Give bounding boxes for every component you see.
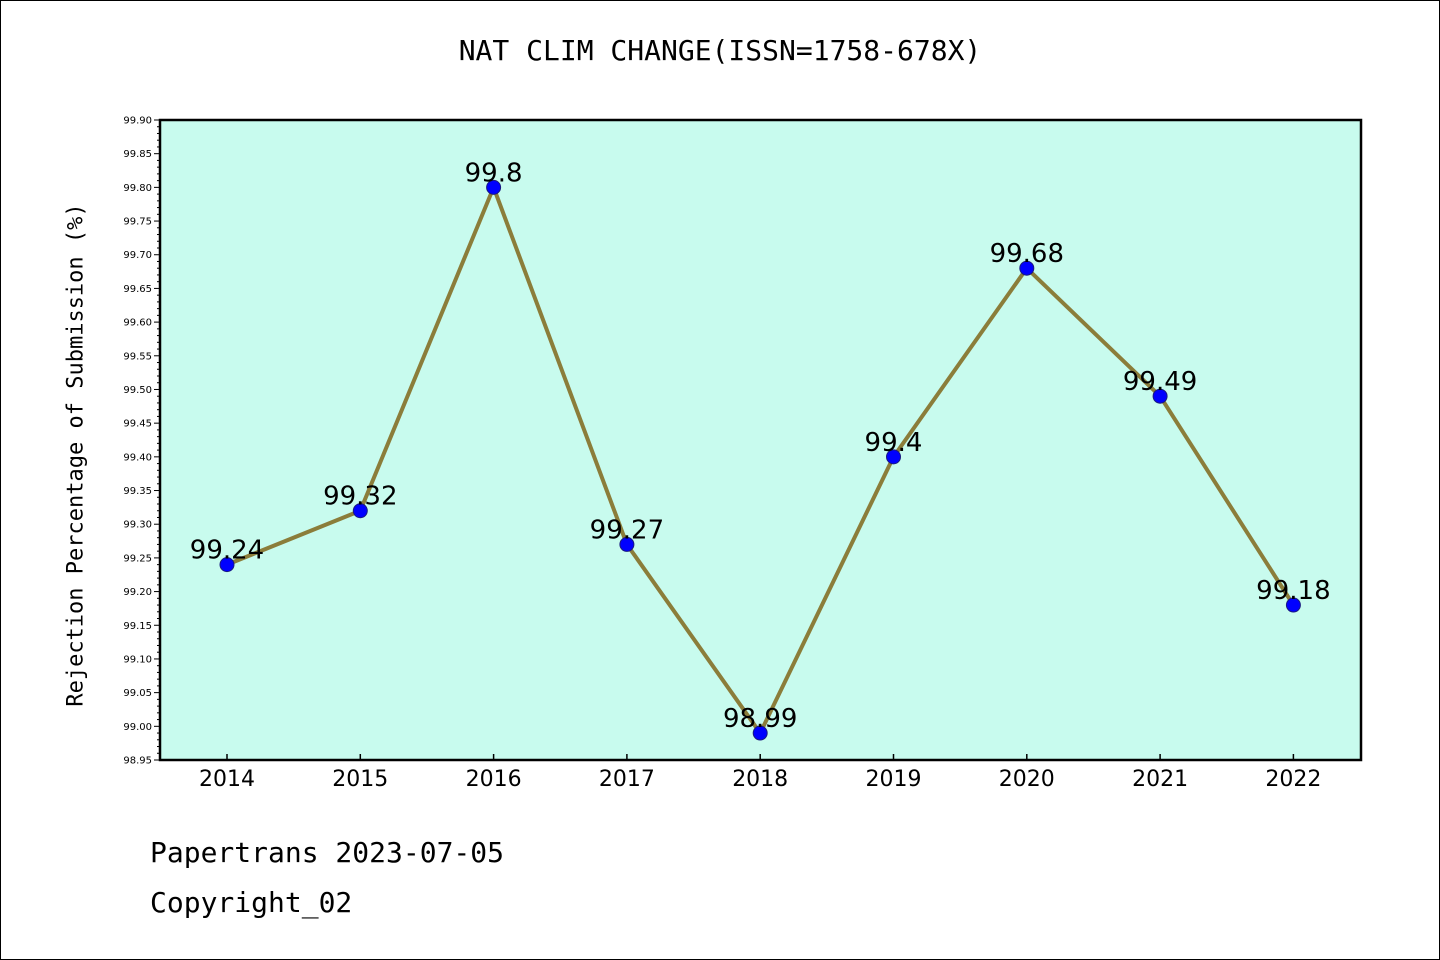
y-tick-label: 99.45 — [123, 419, 152, 430]
data-label: 99.8 — [465, 158, 523, 188]
y-tick-label: 99.35 — [123, 486, 152, 497]
y-tick-label: 99.85 — [123, 149, 152, 160]
y-tick-label: 99.20 — [123, 587, 152, 598]
x-tick-label: 2020 — [999, 767, 1055, 792]
y-tick-label: 99.50 — [123, 385, 152, 396]
y-tick-label: 99.75 — [123, 217, 152, 228]
x-tick-label: 2016 — [466, 767, 522, 792]
data-point — [219, 557, 235, 573]
y-tick-label: 99.65 — [123, 284, 152, 295]
x-tick-label: 2014 — [199, 767, 255, 792]
y-tick-label: 98.95 — [123, 756, 152, 767]
y-tick-label: 99.30 — [123, 520, 152, 531]
data-point — [352, 503, 368, 519]
y-tick-label: 99.10 — [123, 654, 152, 665]
data-label: 99.4 — [865, 428, 923, 458]
y-axis: 98.95 99.00 99.05 99.10 99.15 99.20 99.25 99.30… — [123, 116, 160, 767]
data-label: 99.32 — [323, 482, 397, 512]
data-point — [886, 449, 901, 465]
chart-title: NAT CLIM CHANGE(ISSN=1758-678X) — [458, 34, 982, 67]
y-tick-label: 99.80 — [123, 183, 152, 194]
x-axis: 2014 2015 2016 2017 2018 2019 2020 2021 2022 — [199, 754, 1321, 792]
data-point — [1019, 260, 1035, 276]
data-point — [1152, 388, 1168, 404]
data-label: 98.99 — [723, 704, 797, 734]
data-label: 99.49 — [1123, 367, 1197, 397]
data-point — [752, 725, 768, 741]
data-label: 99.68 — [990, 239, 1064, 269]
x-tick-label: 2018 — [732, 767, 788, 792]
x-tick-label: 2015 — [332, 767, 388, 792]
data-point — [619, 536, 635, 552]
y-tick-label: 99.00 — [123, 722, 152, 733]
data-label: 99.27 — [590, 515, 664, 545]
x-tick-label: 2019 — [866, 767, 922, 792]
series-layer — [219, 179, 1301, 741]
x-tick-label: 2017 — [599, 767, 655, 792]
data-point — [1285, 597, 1301, 613]
y-tick-label: 99.90 — [123, 116, 152, 127]
footer-copyright: Copyright_02 — [150, 886, 353, 919]
y-tick-label: 99.70 — [123, 250, 152, 261]
x-tick-label: 2022 — [1265, 767, 1321, 792]
plot-area — [158, 118, 1363, 762]
footer-date: Papertrans 2023-07-05 — [150, 836, 505, 869]
y-tick-label: 99.05 — [123, 688, 152, 699]
x-tick-label: 2021 — [1132, 767, 1188, 792]
data-label-layer: 99.24 99.32 99.8 99.27 98.99 99.4 99.68 99.49 99… — [190, 158, 1331, 734]
data-point — [486, 179, 502, 195]
data-label: 99.18 — [1256, 576, 1330, 606]
y-tick-label: 99.55 — [123, 351, 152, 362]
y-tick-label: 99.25 — [123, 553, 152, 564]
y-tick-label: 99.40 — [123, 452, 152, 463]
data-label: 99.24 — [190, 536, 264, 566]
y-tick-label: 99.60 — [123, 318, 152, 329]
y-tick-label: 99.15 — [123, 621, 152, 632]
